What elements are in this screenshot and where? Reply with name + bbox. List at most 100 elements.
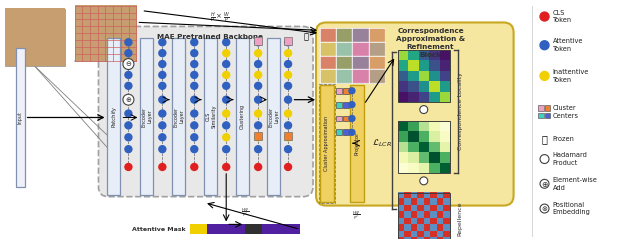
Circle shape bbox=[191, 50, 198, 57]
Circle shape bbox=[285, 72, 292, 78]
Circle shape bbox=[125, 72, 132, 78]
Bar bbox=[236, 38, 249, 195]
Circle shape bbox=[125, 39, 132, 46]
Bar bbox=[204, 38, 217, 195]
Text: Projector: Projector bbox=[355, 132, 360, 155]
Circle shape bbox=[123, 94, 134, 105]
Bar bbox=[190, 224, 207, 234]
Text: Cluster Approximation: Cluster Approximation bbox=[324, 116, 330, 171]
Bar bbox=[320, 85, 334, 202]
Circle shape bbox=[191, 146, 198, 153]
Bar bbox=[320, 28, 385, 83]
Bar bbox=[320, 56, 336, 69]
Text: CLS
Similarity: CLS Similarity bbox=[205, 105, 216, 128]
Circle shape bbox=[255, 60, 262, 67]
Text: Correspondence
Approximation &
Refinement
Block: Correspondence Approximation & Refinemen… bbox=[396, 28, 465, 58]
Bar bbox=[267, 38, 280, 195]
Circle shape bbox=[255, 82, 262, 89]
Bar bbox=[336, 102, 342, 107]
Text: Cluster: Cluster bbox=[552, 105, 576, 111]
Bar bbox=[336, 69, 353, 83]
Circle shape bbox=[420, 106, 428, 114]
Circle shape bbox=[159, 122, 166, 129]
Text: 🔒: 🔒 bbox=[541, 134, 547, 144]
Text: Input: Input bbox=[18, 111, 22, 124]
Text: Centers: Centers bbox=[552, 113, 579, 119]
Circle shape bbox=[255, 50, 262, 57]
Bar bbox=[284, 37, 292, 45]
Circle shape bbox=[159, 110, 166, 117]
Circle shape bbox=[125, 146, 132, 153]
Text: Patchify: Patchify bbox=[111, 106, 116, 127]
Circle shape bbox=[223, 50, 230, 57]
Circle shape bbox=[223, 163, 230, 170]
Circle shape bbox=[159, 134, 166, 141]
Text: ⊕: ⊕ bbox=[125, 97, 131, 103]
Circle shape bbox=[349, 88, 355, 94]
Text: Attentive
Token: Attentive Token bbox=[552, 39, 583, 52]
Bar bbox=[336, 28, 353, 42]
Circle shape bbox=[223, 60, 230, 67]
Circle shape bbox=[125, 96, 132, 103]
Bar bbox=[343, 129, 349, 135]
Circle shape bbox=[285, 163, 292, 170]
Circle shape bbox=[540, 154, 549, 163]
Text: Clustering: Clustering bbox=[240, 104, 245, 129]
Circle shape bbox=[223, 146, 230, 153]
Text: Element-wise
Add: Element-wise Add bbox=[552, 177, 597, 191]
Bar bbox=[369, 28, 385, 42]
Circle shape bbox=[255, 146, 262, 153]
Circle shape bbox=[285, 60, 292, 67]
Bar bbox=[336, 129, 342, 135]
Bar bbox=[369, 56, 385, 69]
Bar bbox=[336, 42, 353, 56]
Bar bbox=[398, 121, 450, 173]
Bar bbox=[15, 48, 25, 187]
Text: Inattentive
Token: Inattentive Token bbox=[552, 69, 589, 83]
Circle shape bbox=[191, 163, 198, 170]
Circle shape bbox=[125, 110, 132, 117]
Circle shape bbox=[540, 204, 549, 213]
Circle shape bbox=[255, 39, 262, 46]
Circle shape bbox=[159, 96, 166, 103]
Bar bbox=[172, 38, 186, 195]
FancyBboxPatch shape bbox=[316, 22, 513, 206]
Bar bbox=[538, 105, 543, 111]
Circle shape bbox=[255, 96, 262, 103]
Circle shape bbox=[349, 115, 355, 121]
Bar bbox=[398, 50, 450, 102]
Circle shape bbox=[223, 134, 230, 141]
Text: ⊕: ⊕ bbox=[541, 180, 548, 189]
Circle shape bbox=[285, 146, 292, 153]
Bar bbox=[538, 113, 543, 119]
Circle shape bbox=[223, 39, 230, 46]
Circle shape bbox=[191, 72, 198, 78]
Circle shape bbox=[420, 177, 428, 185]
Circle shape bbox=[191, 60, 198, 67]
Circle shape bbox=[191, 39, 198, 46]
Circle shape bbox=[159, 146, 166, 153]
Bar bbox=[254, 37, 262, 45]
Circle shape bbox=[123, 59, 134, 69]
Bar bbox=[369, 42, 385, 56]
Bar bbox=[353, 28, 369, 42]
Bar bbox=[254, 132, 262, 140]
Text: Frozen: Frozen bbox=[552, 136, 574, 142]
Text: Encoder
Layer: Encoder Layer bbox=[173, 107, 184, 127]
Bar bbox=[140, 38, 154, 195]
Bar bbox=[245, 224, 262, 234]
Bar bbox=[343, 115, 349, 121]
Bar bbox=[284, 132, 292, 140]
Bar bbox=[353, 69, 369, 83]
Text: MAE Pretrained Backbone: MAE Pretrained Backbone bbox=[157, 34, 263, 40]
Circle shape bbox=[223, 110, 230, 117]
Circle shape bbox=[191, 96, 198, 103]
Text: $\frac{H}{P}\times\frac{W}{P}$: $\frac{H}{P}\times\frac{W}{P}$ bbox=[210, 10, 230, 25]
Circle shape bbox=[223, 122, 230, 129]
Bar bbox=[207, 224, 245, 234]
Text: ⊗: ⊗ bbox=[541, 206, 547, 212]
Circle shape bbox=[285, 96, 292, 103]
Text: Repellence: Repellence bbox=[458, 201, 463, 236]
Bar bbox=[336, 115, 342, 121]
Circle shape bbox=[285, 39, 292, 46]
